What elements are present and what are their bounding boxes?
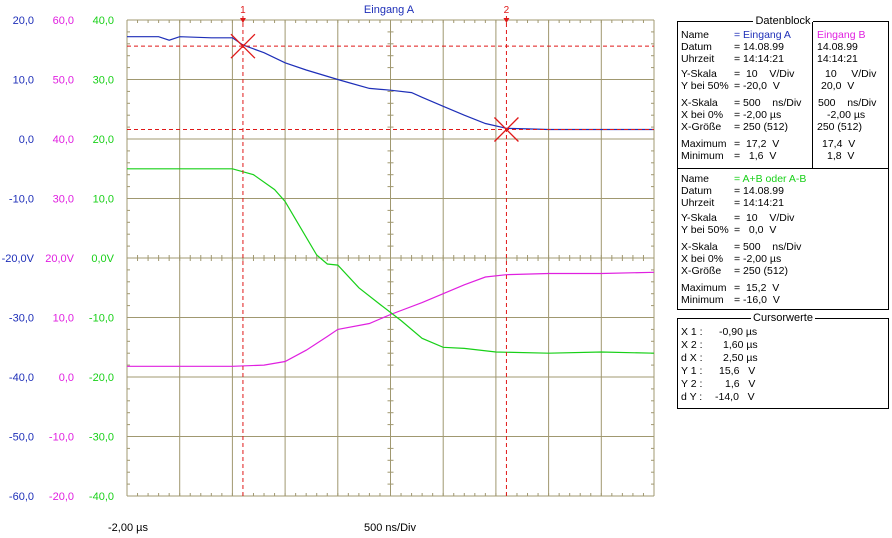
datenblock-c-row-uhrzeit: Uhrzeit = 14:14:21 [681,197,784,209]
y-tick-label-diff: -10,0 [89,313,114,325]
y-tick-label-a: 20,0 [13,15,34,27]
y-tick-label-diff: 20,0 [93,134,114,146]
datenblock-c-row-ybei: Y bei 50% = 0,0 V [681,224,777,236]
datenblock-c-row-min: Minimum = -16,0 V [681,294,780,306]
y-tick-label-diff: -20,0 [89,372,114,384]
datenblock-c-row-name: Name = A+B oder A-B [681,173,807,185]
series-line-diff [127,168,655,354]
y-tick-label-diff: -40,0 [89,491,114,503]
cursorwerte-panel: Cursorwerte X 1 : -0,90 µs X 2 : 1,60 µs… [677,312,889,409]
y-tick-label-diff: 0,0V [91,253,114,265]
channel-diff-name: = A+B oder A-B [734,173,807,185]
y-tick-label-a: -10,0 [9,194,34,206]
y-tick-label-b: 10,0 [53,313,74,325]
cursor-cross[interactable] [230,33,256,59]
y-tick-label-a: -50,0 [9,432,34,444]
y-tick-label-b: -10,0 [49,432,74,444]
cursorwerte-title: Cursorwerte [751,312,815,324]
datenblock-c-row-max: Maximum = 15,2 V [681,282,780,294]
datenblock-panel: Datenblock Name = Eingang A Eingang B Da… [677,15,889,310]
datenblock-c-row-xbei: X bei 0% = -2,00 µs [681,253,782,265]
datenblock-row-xbei: X bei 0% = -2,00 µs -2,00 µs [681,109,866,121]
datenblock-row-max: Maximum = 17,2 V 17,4 V [681,138,856,150]
series-line-b [127,271,655,367]
waveforms [127,36,655,367]
cursor-label[interactable]: 1 [240,5,246,16]
datenblock-row-name: Name = Eingang A Eingang B [681,29,866,41]
series-line-a [127,36,654,131]
y-tick-label-diff: -30,0 [89,432,114,444]
y-tick-label-b: 40,0 [53,134,74,146]
y-tick-label-a: -40,0 [9,372,34,384]
datenblock-c-row-datum: Datum = 14.08.99 [681,185,784,197]
grid [126,19,655,497]
y-tick-label-b: 20,0V [45,253,74,265]
datenblock-title: Datenblock [753,15,813,27]
datenblock-row-xgroesse: X-Größe = 250 (512) 250 (512) [681,121,862,133]
datenblock-c-row-xgroesse: X-Größe = 250 (512) [681,265,788,277]
datenblock-row-uhrzeit: Uhrzeit = 14:14:21 14:14:21 [681,53,858,65]
datenblock-c-row-yskala: Y-Skala = 10 V/Div [681,212,795,224]
y-tick-label-a: -20,0V [2,253,35,265]
y-tick-label-a: -30,0 [9,313,34,325]
datenblock-row-datum: Datum = 14.08.99 14.08.99 [681,41,858,53]
chart-title: Eingang A [364,4,415,16]
cursor-cross[interactable] [493,117,519,142]
y-tick-label-b: 60,0 [53,15,74,27]
y-tick-label-a: 0,0 [19,134,34,146]
x-start-label: -2,00 µs [108,522,148,534]
y-tick-label-a: 10,0 [13,75,34,87]
x-div-label: 500 ns/Div [364,522,416,534]
y-tick-label-diff: 40,0 [93,15,114,27]
datenblock-row-min: Minimum = 1,6 V 1,8 V [681,150,855,162]
y-tick-labels: 20,0 10,0 0,0 -10,0 -20,0V -30,0 -40,0 -50,0 -60… [2,15,115,503]
y-tick-label-a: -60,0 [9,491,34,503]
y-tick-label-b: 30,0 [53,194,74,206]
datenblock-row-ybei: Y bei 50% = -20,0 V 20,0 V [681,80,855,92]
cursor-marker[interactable] [503,18,510,23]
y-tick-label-b: 0,0 [59,372,74,384]
y-tick-label-b: -20,0 [49,491,74,503]
cursor-marker[interactable] [239,18,246,23]
datenblock-c-row-xskala: X-Skala = 500 ns/Div [681,241,802,253]
datenblock-row-yskala: Y-Skala = 10 V/Div 10 V/Div [681,68,877,80]
channel-b-name: Eingang B [817,29,866,41]
y-tick-label-diff: 10,0 [93,194,114,206]
datenblock-row-xskala: X-Skala = 500 ns/Div 500 ns/Div [681,97,877,109]
y-tick-label-b: 50,0 [53,75,74,87]
cursor-label[interactable]: 2 [504,5,510,16]
channel-a-name: = Eingang A [734,29,791,41]
y-tick-label-diff: 30,0 [93,75,114,87]
